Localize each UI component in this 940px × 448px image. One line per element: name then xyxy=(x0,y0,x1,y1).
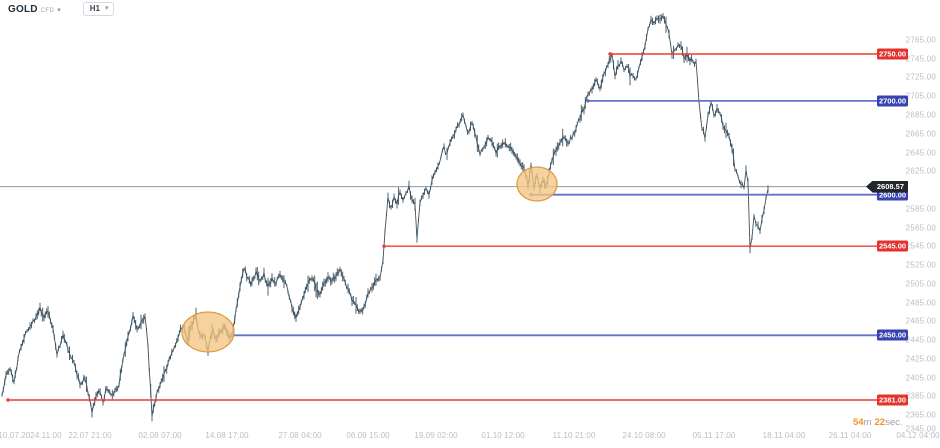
time-axis-label: 19.09 02:00 xyxy=(414,431,458,440)
timeframe-selector[interactable]: H1 ▾ xyxy=(82,2,115,16)
time-axis-label: 27.08 04:00 xyxy=(278,431,322,440)
time-axis-label: 14.08 17:00 xyxy=(205,431,249,440)
price-axis-tick: 2685.00 xyxy=(905,110,936,120)
symbol-name: GOLD xyxy=(8,3,38,15)
level-price-tag-2381.00[interactable]: 2381.00 xyxy=(877,394,908,406)
price-axis-tick: 2765.00 xyxy=(905,35,936,45)
market-type-label: CFD xyxy=(40,7,55,14)
candle-countdown: 54m 22sec. xyxy=(853,417,906,428)
price-axis-tick: 2705.00 xyxy=(905,91,936,101)
timeframe-caret-icon: ▾ xyxy=(104,5,109,12)
highlight-ellipses xyxy=(181,166,558,353)
level-price-tag-2600.00[interactable]: 2600.00 xyxy=(877,189,908,201)
countdown-minutes-unit: m xyxy=(863,417,872,428)
time-axis-label: 04.12 04:00 xyxy=(896,431,940,440)
symbol-dropdown-caret-icon: ▾ xyxy=(57,6,61,14)
price-axis-tick: 2485.00 xyxy=(905,298,936,307)
countdown-minutes: 54 xyxy=(853,417,864,428)
price-axis-tick: 2625.00 xyxy=(905,166,936,176)
symbol-selector[interactable]: GOLD CFD ▾ xyxy=(8,4,61,15)
time-axis-label: 24.10 08:00 xyxy=(622,431,666,440)
highlight-ellipse-2[interactable] xyxy=(516,166,558,202)
price-axis-tick: 2465.00 xyxy=(905,316,936,326)
time-axis-label: 22.07 21:00 xyxy=(68,431,112,440)
highlight-ellipse-1[interactable] xyxy=(181,311,235,353)
countdown-seconds: 22 xyxy=(874,417,886,428)
current-price-tag: 2608.57 xyxy=(866,180,908,193)
time-axis-label: 06.09 15:00 xyxy=(346,431,390,440)
price-axis-tick: 2545.00 xyxy=(905,241,936,251)
level-price-tag-2700.00[interactable]: 2700.00 xyxy=(877,95,908,107)
level-price-tag-2450.00[interactable]: 2450.00 xyxy=(877,329,908,341)
level-line-endpoint-2700.00[interactable] xyxy=(586,99,590,103)
price-axis-tick: 2745.00 xyxy=(905,54,936,64)
level-price-tag-2750.00[interactable]: 2750.00 xyxy=(877,48,908,60)
level-line-endpoint-2545.00[interactable] xyxy=(382,244,386,248)
time-axis-label: 18.11 04:00 xyxy=(762,431,806,440)
price-axis-tick: 2385.00 xyxy=(905,391,936,401)
price-axis-tick: 2565.00 xyxy=(905,223,936,232)
horizontal-level-lines xyxy=(6,52,884,402)
price-axis-tick: 2725.00 xyxy=(905,72,936,82)
time-axis-label: 26.11 04:00 xyxy=(828,431,872,440)
candlestick-series-body xyxy=(1,14,769,417)
price-axis-tick: 2505.00 xyxy=(905,279,936,289)
time-axis-label: 05.11 17:00 xyxy=(692,431,736,440)
price-axis-tick: 2645.00 xyxy=(905,148,936,157)
level-price-tag-2545.00[interactable]: 2545.00 xyxy=(877,240,908,252)
time-axis-label: 11.10 21:00 xyxy=(552,431,596,440)
price-axis-tick: 2585.00 xyxy=(905,204,936,214)
time-axis-label: 01.10 12:00 xyxy=(481,431,525,440)
price-axis-tick: 2445.00 xyxy=(905,335,936,345)
price-axis-tick: 2525.00 xyxy=(905,260,936,270)
price-axis-tick: 2365.00 xyxy=(905,410,936,420)
level-line-endpoint-2750.00[interactable] xyxy=(608,52,612,56)
time-axis-label: 10.07.2024 11:00 xyxy=(0,431,62,440)
time-axis-label: 02.08 07:00 xyxy=(138,431,182,440)
level-line-endpoint-2381.00[interactable] xyxy=(6,398,10,402)
chart-header: GOLD CFD ▾ H1 ▾ xyxy=(8,2,115,16)
timeframe-value: H1 xyxy=(89,4,100,13)
price-axis-tick: 2665.00 xyxy=(905,129,936,139)
price-axis-tick: 2425.00 xyxy=(905,354,936,364)
candlestick-series xyxy=(1,13,769,422)
price-axis-tick: 2345.00 xyxy=(905,424,936,434)
countdown-seconds-unit: sec. xyxy=(885,417,903,428)
price-axis-tick: 2405.00 xyxy=(905,373,936,382)
